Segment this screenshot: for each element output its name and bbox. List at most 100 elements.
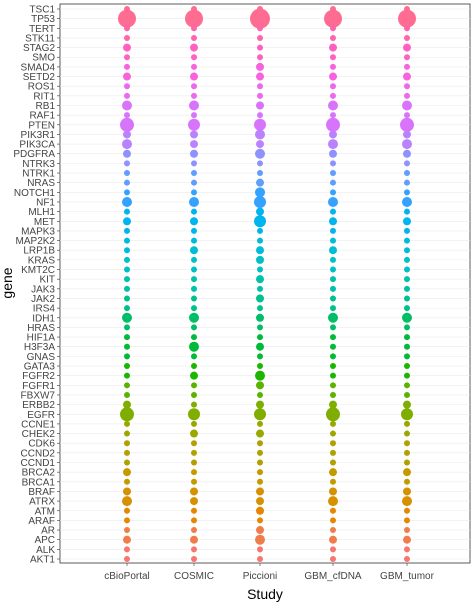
point-lrp1b-gbm_tumor [404,247,410,254]
point-kit-gbm_cfdna [330,276,336,283]
point-ccnd1-gbm_cfdna [330,459,336,466]
y-tick-label-stag2: STAG2 [23,43,55,54]
point-egfr-gbm_cfdna [326,407,340,422]
point-rit1-gbm_tumor [404,92,410,99]
point-alk-piccioni [257,546,263,553]
point-ntrk1-cosmic [191,170,197,177]
point-jak3-gbm_cfdna [330,285,336,292]
point-ccne1-cosmic [191,420,197,427]
point-kras-cbioportal [124,256,130,263]
y-tick-label-ntrk1: NTRK1 [22,169,55,180]
y-tick-label-ccnd2: CCND2 [21,448,56,459]
point-atm-cosmic [191,507,197,514]
point-cdk6-gbm_cfdna [330,440,336,447]
y-tick-label-pik3r1: PIK3R1 [21,130,56,141]
y-tick-label-smad4: SMAD4 [21,62,56,73]
point-brca2-gbm_cfdna [329,468,337,477]
point-gata3-cosmic [191,363,197,370]
point-brca1-gbm_tumor [404,478,410,485]
point-irs4-gbm_cfdna [330,305,336,312]
point-alk-cosmic [191,546,197,553]
point-stk11-gbm_tumor [404,34,410,41]
point-araf-gbm_tumor [404,517,410,524]
point-fgfr1-cosmic [191,382,197,389]
point-met-cbioportal [123,217,131,226]
point-ar-gbm_tumor [404,527,410,534]
point-map2k2-piccioni [257,237,263,244]
y-tick-label-fgfr1: FGFR1 [22,381,55,392]
point-idh1-piccioni [256,313,264,322]
point-smo-cbioportal [124,54,130,61]
point-brca1-gbm_cfdna [330,478,336,485]
point-hras-gbm_cfdna [330,324,336,331]
point-rb1-gbm_cfdna [328,100,338,111]
point-erbb2-piccioni [256,400,264,409]
point-h3f3a-gbm_cfdna [330,343,336,350]
point-brca2-cbioportal [123,468,131,477]
point-fgfr1-cbioportal [124,382,130,389]
y-tick-label-jak3: JAK3 [31,284,55,295]
point-erbb2-cosmic [191,401,197,408]
point-braf-gbm_cfdna [329,487,337,496]
point-kras-piccioni [256,255,264,264]
y-tick-label-setd2: SETD2 [23,72,56,83]
point-raf1-cbioportal [124,112,130,119]
y-tick-label-cdk6: CDK6 [28,439,55,450]
point-jak3-gbm_tumor [404,285,410,292]
point-gata3-cbioportal [124,363,130,370]
point-map2k2-cosmic [191,237,197,244]
y-tick-labels: TSC1TP53TERTSTK11STAG2SMOSMAD4SETD2ROS1R… [13,5,60,566]
point-notch1-piccioni [255,187,265,198]
point-pten-piccioni [254,118,266,131]
point-chek2-piccioni [256,429,264,438]
point-fgfr2-cbioportal [124,372,130,379]
point-ntrk3-gbm_cfdna [330,160,336,167]
point-ccnd1-cosmic [191,459,197,466]
point-braf-cosmic [190,487,198,496]
point-lrp1b-cosmic [190,246,198,255]
point-atm-piccioni [256,506,264,515]
point-mlh1-cosmic [191,208,197,215]
y-tick-label-alk: ALK [36,545,55,556]
point-hras-gbm_tumor [404,324,410,331]
point-raf1-piccioni [257,112,263,119]
y-tick-label-egfr: EGFR [27,410,55,421]
point-stk11-piccioni [257,34,263,41]
point-smo-cosmic [191,54,197,61]
point-smo-piccioni [257,54,263,61]
point-mapk3-gbm_tumor [404,227,410,234]
point-chek2-gbm_tumor [404,430,410,437]
point-tp53-gbm_tumor [398,9,416,28]
point-cdk6-cbioportal [124,440,130,447]
y-tick-label-stk11: STK11 [25,33,55,44]
point-ros1-cbioportal [124,83,130,90]
point-nf1-cosmic [189,196,199,207]
point-fgfr1-gbm_cfdna [330,382,336,389]
point-rit1-piccioni [257,92,263,99]
point-pik3r1-cosmic [190,130,198,139]
point-setd2-piccioni [256,72,264,81]
y-tick-label-h3f3a: H3F3A [24,342,55,353]
point-gnas-cosmic [191,353,197,360]
y-tick-label-fbxw7: FBXW7 [21,390,56,401]
point-jak2-cbioportal [124,295,130,302]
x-tick-label-cbioportal: cBioPortal [104,571,150,582]
point-jak2-cosmic [191,295,197,302]
point-smad4-gbm_tumor [404,63,410,70]
point-kit-gbm_tumor [404,276,410,283]
point-akt1-cosmic [191,556,197,562]
point-met-gbm_cfdna [329,217,337,226]
y-tick-label-pik3ca: PIK3CA [19,140,55,151]
point-met-piccioni [254,215,266,228]
point-alk-cbioportal [124,546,130,553]
point-nf1-cbioportal [122,196,132,207]
point-nf1-gbm_tumor [402,196,412,207]
point-met-cosmic [190,217,198,226]
point-tert-gbm_tumor [404,25,410,32]
point-met-gbm_tumor [403,217,411,226]
point-ccnd2-cbioportal [124,449,130,456]
point-ros1-piccioni [257,83,263,90]
point-irs4-cbioportal [124,305,130,312]
point-cdk6-piccioni [257,440,263,447]
point-mlh1-gbm_cfdna [330,208,336,215]
